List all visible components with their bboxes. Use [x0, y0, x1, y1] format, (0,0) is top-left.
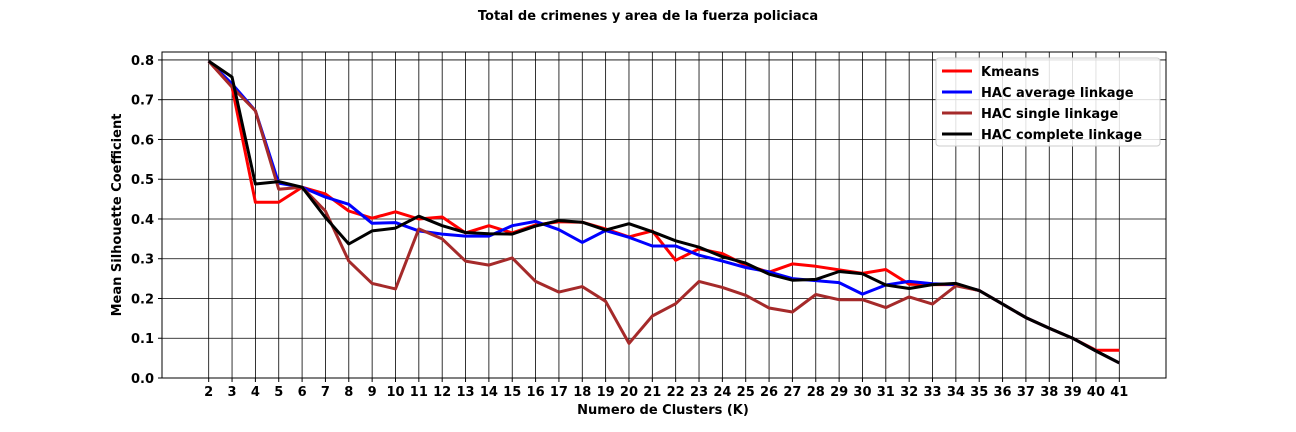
- x-tick-label: 6: [298, 385, 307, 400]
- y-axis-label: Mean Silhouette Coefficient: [110, 114, 125, 317]
- y-axis-ticks: 0.0 0.1 0.2 0.3 0.4 0.5 0.6 0.7 0.8: [131, 54, 162, 387]
- x-tick-label: 24: [713, 385, 731, 400]
- x-tick-label: 16: [527, 385, 545, 400]
- x-tick-label: 12: [433, 385, 451, 400]
- y-tick-label: 0.1: [131, 332, 154, 347]
- x-tick-label: 21: [643, 385, 661, 400]
- y-tick-label: 0.3: [131, 253, 154, 268]
- x-tick-label: 38: [1040, 385, 1058, 400]
- x-tick-label: 11: [410, 385, 428, 400]
- y-tick-label: 0.6: [131, 133, 154, 148]
- x-axis-label: Numero de Clusters (K): [577, 403, 749, 418]
- y-tick-label: 0.7: [131, 94, 154, 109]
- x-tick-label: 37: [1017, 385, 1035, 400]
- legend-label: Kmeans: [981, 65, 1039, 80]
- x-tick-label: 18: [573, 385, 591, 400]
- x-tick-label: 36: [994, 385, 1012, 400]
- y-tick-label: 0.0: [131, 372, 154, 387]
- x-tick-label: 4: [251, 385, 260, 400]
- x-tick-label: 26: [760, 385, 778, 400]
- x-tick-label: 35: [970, 385, 988, 400]
- series-line-hac-complete-linkage: [207, 59, 1120, 365]
- x-tick-label: 34: [947, 385, 965, 400]
- x-tick-label: 15: [503, 385, 521, 400]
- x-tick-label: 41: [1110, 385, 1128, 400]
- x-tick-label: 9: [368, 385, 377, 400]
- x-tick-label: 7: [321, 385, 330, 400]
- x-tick-label: 19: [597, 385, 615, 400]
- x-tick-label: 30: [853, 385, 871, 400]
- x-tick-label: 22: [667, 385, 685, 400]
- legend-label: HAC complete linkage: [981, 128, 1142, 143]
- legend-label: HAC single linkage: [981, 107, 1118, 122]
- x-tick-label: 25: [737, 385, 755, 400]
- x-tick-label: 33: [923, 385, 941, 400]
- x-tick-label: 23: [690, 385, 708, 400]
- y-tick-label: 0.2: [131, 292, 154, 307]
- x-tick-label: 13: [456, 385, 474, 400]
- y-tick-label: 0.8: [131, 54, 154, 69]
- x-tick-label: 3: [228, 385, 237, 400]
- plot-frame: [161, 51, 1167, 379]
- x-tick-label: 17: [550, 385, 568, 400]
- x-tick-label: 20: [620, 385, 638, 400]
- x-tick-label: 8: [344, 385, 353, 400]
- x-tick-label: 39: [1064, 385, 1082, 400]
- x-tick-label: 32: [900, 385, 918, 400]
- x-tick-label: 27: [783, 385, 801, 400]
- chart-title: Total de crimenes y area de la fuerza po…: [478, 9, 818, 24]
- legend-label: HAC average linkage: [981, 86, 1134, 101]
- y-tick-label: 0.4: [131, 213, 154, 228]
- x-tick-label: 5: [274, 385, 283, 400]
- legend-box: [935, 57, 1161, 147]
- x-tick-label: 31: [877, 385, 895, 400]
- x-tick-label: 29: [830, 385, 848, 400]
- x-tick-label: 2: [204, 385, 213, 400]
- x-tick-label: 28: [807, 385, 825, 400]
- x-tick-label: 14: [480, 385, 498, 400]
- legend: Kmeans HAC average linkage HAC single link…: [935, 57, 1161, 147]
- series-layer: [207, 59, 1120, 365]
- x-tick-label: 40: [1087, 385, 1105, 400]
- y-tick-label: 0.5: [131, 173, 154, 188]
- x-tick-label: 10: [386, 385, 404, 400]
- x-axis-ticks: 2 3 4 5 6 7 8 9 10 11 12 13 14 15 16 17 18 19 20 21 22 23 24 25…: [204, 378, 1128, 400]
